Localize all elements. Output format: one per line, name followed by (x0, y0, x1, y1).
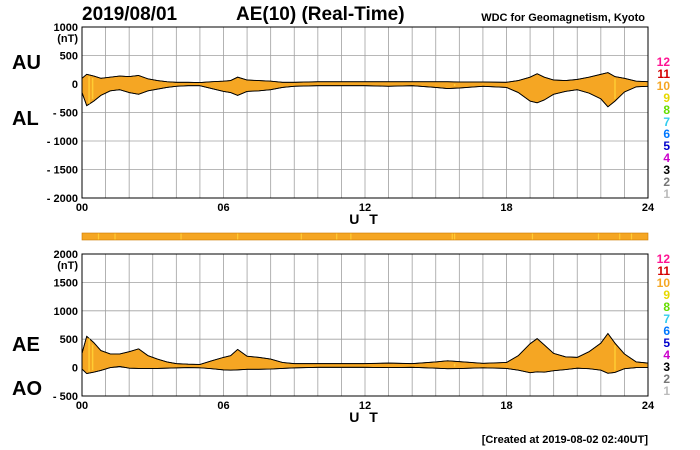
legend-station-9: 9 (663, 91, 670, 105)
legend-station-11: 11 (657, 264, 670, 278)
au-al-frame (81, 26, 649, 199)
legend-station-10: 10 (657, 79, 671, 93)
legend-station-12: 12 (657, 252, 671, 266)
legend-station-5: 5 (663, 336, 670, 350)
y-tick-label: 500 (60, 51, 78, 63)
chart-title: AE(10) (Real-Time) (236, 4, 405, 25)
legend-station-2: 2 (663, 175, 670, 189)
ao-label: AO (12, 378, 42, 400)
x-tick-label: 24 (642, 400, 655, 412)
x-tick-label: 18 (500, 400, 512, 412)
ae-ao-x-axis-label: U T (349, 409, 381, 425)
chart-date: 2019/08/01 (82, 4, 178, 25)
legend-station-10: 10 (657, 276, 671, 290)
x-tick-label: 12 (359, 400, 371, 412)
au-al-grid (81, 26, 649, 199)
plot-frame (81, 26, 649, 199)
coverage-bar (81, 232, 649, 241)
ae-ao-y-tick-labels: 2000 1500 1000 500 0 - 500 (53, 249, 78, 403)
ae-ao-frame (81, 253, 649, 397)
au-al-x-tick-labels: 00 06 12 18 24 (76, 202, 655, 214)
au-al-y-tick-labels: 1000 500 0 - 500 - 1000 - 1500 - 2000 (47, 22, 78, 205)
legend-station-3: 3 (663, 163, 670, 177)
x-tick-label: 24 (642, 202, 655, 214)
x-tick-label: 00 (76, 400, 88, 412)
legend-station-8: 8 (663, 300, 670, 314)
y-tick-label: 0 (72, 79, 78, 91)
legend-station-5: 5 (663, 139, 670, 153)
x-tick-label: 06 (217, 202, 229, 214)
coverage-marks (97, 233, 633, 240)
ae-ao-highlights (88, 338, 616, 372)
au-al-x-axis-label: U T (349, 211, 381, 227)
y-tick-label: - 500 (53, 391, 78, 403)
plot-frame (81, 253, 649, 397)
ae-series-line (81, 332, 649, 365)
au-al-unit-label: (nT) (57, 33, 78, 45)
y-tick-label: - 1000 (47, 136, 78, 148)
legend-station-4: 4 (663, 348, 670, 362)
ae-ao-unit-label: (nT) (57, 260, 78, 272)
legend-station-6: 6 (663, 127, 670, 141)
legend-station-11: 11 (657, 67, 670, 81)
station-coverage-strip (81, 232, 649, 241)
organization-label: WDC for Geomagnetism, Kyoto (481, 12, 645, 24)
au-label: AU (12, 52, 41, 74)
legend-station-1: 1 (663, 187, 670, 201)
al-series-line (81, 85, 649, 108)
au-al-highlights (88, 76, 616, 104)
au-series-line (81, 72, 649, 84)
legend-station-9: 9 (663, 288, 670, 302)
y-tick-label: 1000 (54, 306, 78, 318)
y-tick-label: 1000 (54, 22, 78, 34)
legend-station-12: 12 (657, 55, 671, 69)
y-tick-label: 500 (60, 334, 78, 346)
legend-station-6: 6 (663, 324, 670, 338)
y-tick-label: - 1500 (47, 165, 78, 177)
y-tick-label: 0 (72, 363, 78, 375)
legend-station-8: 8 (663, 103, 670, 117)
y-tick-label: - 500 (53, 108, 78, 120)
x-tick-label: 00 (76, 202, 88, 214)
ae-label: AE (12, 334, 40, 356)
legend-station-1: 1 (663, 384, 670, 398)
y-tick-label: - 2000 (47, 193, 78, 205)
x-tick-label: 06 (217, 400, 229, 412)
ae-ao-grid (81, 253, 649, 397)
al-label: AL (12, 108, 39, 130)
legend-station-4: 4 (663, 151, 670, 165)
ae-ao-x-tick-labels: 00 06 12 18 24 (76, 400, 655, 412)
y-tick-label: 1500 (54, 277, 78, 289)
y-tick-label: 2000 (54, 249, 78, 261)
created-timestamp: [Created at 2019-08-02 02:40UT] (482, 434, 649, 446)
x-tick-label: 18 (500, 202, 512, 214)
legend-station-2: 2 (663, 372, 670, 386)
ao-series-line (81, 366, 648, 375)
legend-station-7: 7 (663, 115, 670, 129)
legend-station-3: 3 (663, 360, 670, 374)
x-tick-label: 12 (359, 202, 371, 214)
legend-station-7: 7 (663, 312, 670, 326)
